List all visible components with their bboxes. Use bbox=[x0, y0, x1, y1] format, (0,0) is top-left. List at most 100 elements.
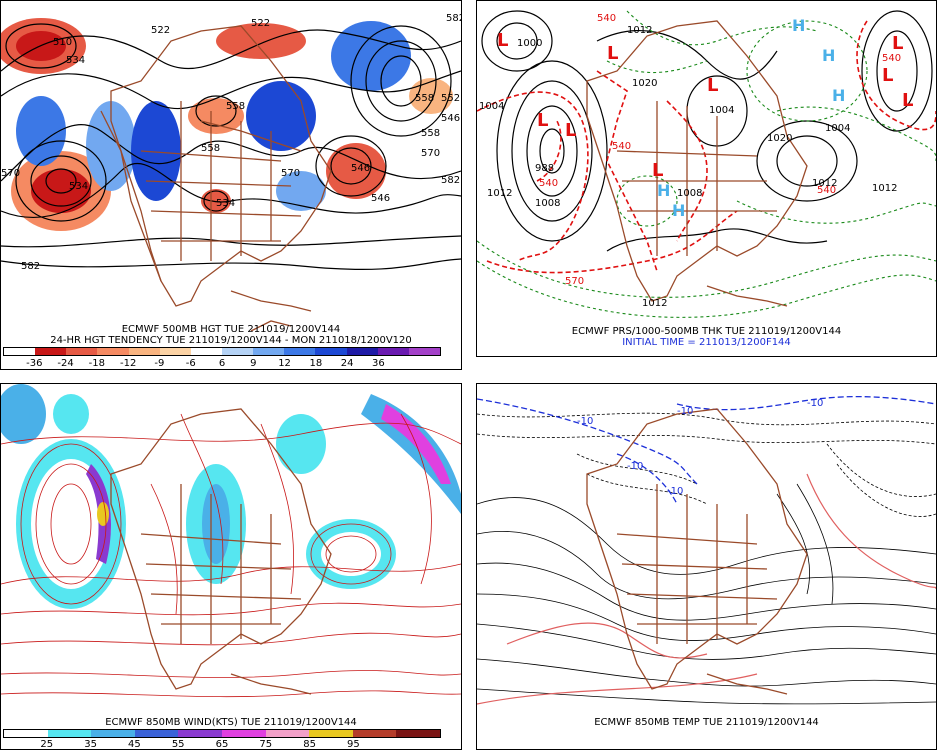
colorbar-swatch bbox=[253, 348, 285, 355]
contour-label: 546 bbox=[441, 113, 460, 124]
colorbar-label: -12 bbox=[119, 358, 137, 369]
temp-label: -10 bbox=[667, 486, 683, 497]
low-pressure-mark: L bbox=[707, 75, 718, 96]
wind-caption-1: ECMWF 850MB WIND(KTS) TUE 211019/1200V14… bbox=[105, 717, 357, 728]
hgt-caption-2: 24-HR HGT TENDENCY TUE 211019/1200V144 -… bbox=[50, 335, 412, 346]
colorbar-label: 18 bbox=[309, 358, 323, 369]
pressure-label: 1008 bbox=[677, 188, 702, 199]
colorbar-swatch bbox=[284, 348, 316, 355]
pressure-label: 1012 bbox=[487, 188, 512, 199]
pressure-label: 1020 bbox=[767, 133, 792, 144]
temp-map: -10 -10 -10 -10 -10 bbox=[477, 395, 936, 705]
high-pressure-mark: H bbox=[657, 181, 670, 200]
low-pressure-mark: L bbox=[902, 90, 913, 111]
contour-label: 558 bbox=[415, 93, 434, 104]
colorbar-label: 35 bbox=[84, 739, 97, 750]
colorbar-label: 24 bbox=[340, 358, 354, 369]
colorbar-label: 55 bbox=[171, 739, 185, 750]
hgt-caption-1: ECMWF 500MB HGT TUE 211019/1200V144 bbox=[121, 324, 341, 335]
hgt-colorbar bbox=[3, 347, 441, 356]
colorbar-swatch bbox=[134, 730, 179, 737]
wind-panel: ECMWF 850MB WIND(KTS) TUE 211019/1200V14… bbox=[0, 383, 462, 750]
wind-map bbox=[1, 384, 461, 698]
low-pressure-mark: L bbox=[537, 110, 548, 131]
low-pressure-mark: L bbox=[882, 65, 893, 86]
low-pressure-mark: L bbox=[607, 43, 618, 64]
coastlines bbox=[100, 25, 332, 331]
pressure-label: 1004 bbox=[479, 101, 504, 112]
contour-label: 582 bbox=[446, 13, 461, 24]
contour-label: 546 bbox=[351, 163, 370, 174]
pressure-contours bbox=[481, 10, 933, 252]
colorbar-swatch bbox=[4, 730, 48, 737]
wind-shade bbox=[31, 459, 111, 589]
temp-labels: -10 -10 -10 -10 -10 bbox=[577, 398, 823, 497]
colorbar-swatch bbox=[91, 730, 135, 737]
contour-label: 546 bbox=[371, 193, 390, 204]
shade-red bbox=[201, 189, 231, 213]
colorbar-label: -24 bbox=[57, 358, 74, 369]
high-pressure-mark: H bbox=[832, 86, 845, 105]
contour-label: 558 bbox=[201, 143, 220, 154]
colorbar-swatch bbox=[221, 348, 254, 355]
pressure-label: 1012 bbox=[642, 298, 667, 309]
colorbar-swatch bbox=[265, 730, 310, 737]
contour-label: 570 bbox=[281, 168, 300, 179]
pressure-label: 1012 bbox=[627, 25, 652, 36]
colorbar-swatch bbox=[309, 730, 353, 737]
high-pressure-mark: H bbox=[672, 201, 685, 220]
wind-shade bbox=[97, 502, 109, 526]
temp-panel: -10 -10 -10 -10 -10 ECMWF 850MB TEMP TUE 211… bbox=[476, 383, 937, 750]
colorbar-swatch bbox=[408, 348, 440, 355]
colorbar-label: -9 bbox=[154, 358, 165, 369]
colorbar-label: 12 bbox=[278, 358, 291, 369]
temp-caption-1: ECMWF 850MB TEMP TUE 211019/1200V144 bbox=[594, 717, 819, 728]
colorbar-label: 65 bbox=[215, 739, 229, 750]
contour-label: 510 bbox=[53, 37, 72, 48]
contour-label: 582 bbox=[21, 261, 40, 272]
temp-label: -10 bbox=[627, 461, 643, 472]
wind-shade bbox=[361, 394, 461, 514]
contour-label: 570 bbox=[421, 148, 440, 159]
colorbar-swatch bbox=[128, 348, 160, 355]
shade-blue bbox=[246, 81, 316, 151]
contour-label: 534 bbox=[69, 181, 88, 192]
shade-blue bbox=[131, 101, 181, 201]
pressure-label: 988 bbox=[535, 163, 554, 174]
colorbar-label: 45 bbox=[128, 739, 141, 750]
prs-caption-2: INITIAL TIME = 211013/1200F144 bbox=[622, 337, 791, 348]
colorbar-swatch bbox=[190, 348, 222, 355]
colorbar-swatch bbox=[4, 348, 36, 355]
low-pressure-mark: L bbox=[497, 30, 508, 51]
wind-shade bbox=[1, 384, 46, 444]
temp-dashed-contours bbox=[477, 412, 936, 517]
temp-label: -10 bbox=[577, 416, 593, 427]
contour-label: 558 bbox=[226, 101, 245, 112]
shade-blue bbox=[276, 171, 326, 211]
shade-red bbox=[216, 23, 306, 59]
pressure-label: 1000 bbox=[517, 38, 542, 49]
wind-shade bbox=[321, 532, 381, 576]
colorbar-swatch bbox=[377, 348, 409, 355]
high-pressure-mark: H bbox=[822, 46, 835, 65]
pressure-label: 1004 bbox=[825, 123, 850, 134]
colorbar-label: 95 bbox=[347, 739, 360, 750]
colorbar-label: -6 bbox=[185, 358, 196, 369]
colorbar-swatch bbox=[221, 730, 266, 737]
contour-label: 522 bbox=[151, 25, 170, 36]
low-pressure-mark: L bbox=[565, 120, 576, 141]
prs-caption-1: ECMWF PRS/1000-500MB THK TUE 211019/1200… bbox=[571, 326, 842, 337]
prs-labels: 1004 988 1008 1012 1020 1004 1012 1004 1012 1020 1… bbox=[479, 13, 901, 309]
pressure-label: 1004 bbox=[709, 105, 734, 116]
colorbar-swatch bbox=[47, 730, 92, 737]
hgt-colorbar-labels: -36 -24 -18 -12 -9 -6 6 9 12 18 24 36 bbox=[3, 358, 441, 369]
contour-label: 558 bbox=[421, 128, 440, 139]
wind-shade bbox=[276, 414, 326, 474]
thickness-label: 540 bbox=[539, 178, 558, 189]
temp-blue-contours bbox=[477, 395, 936, 505]
colorbar-label: 85 bbox=[303, 739, 316, 750]
